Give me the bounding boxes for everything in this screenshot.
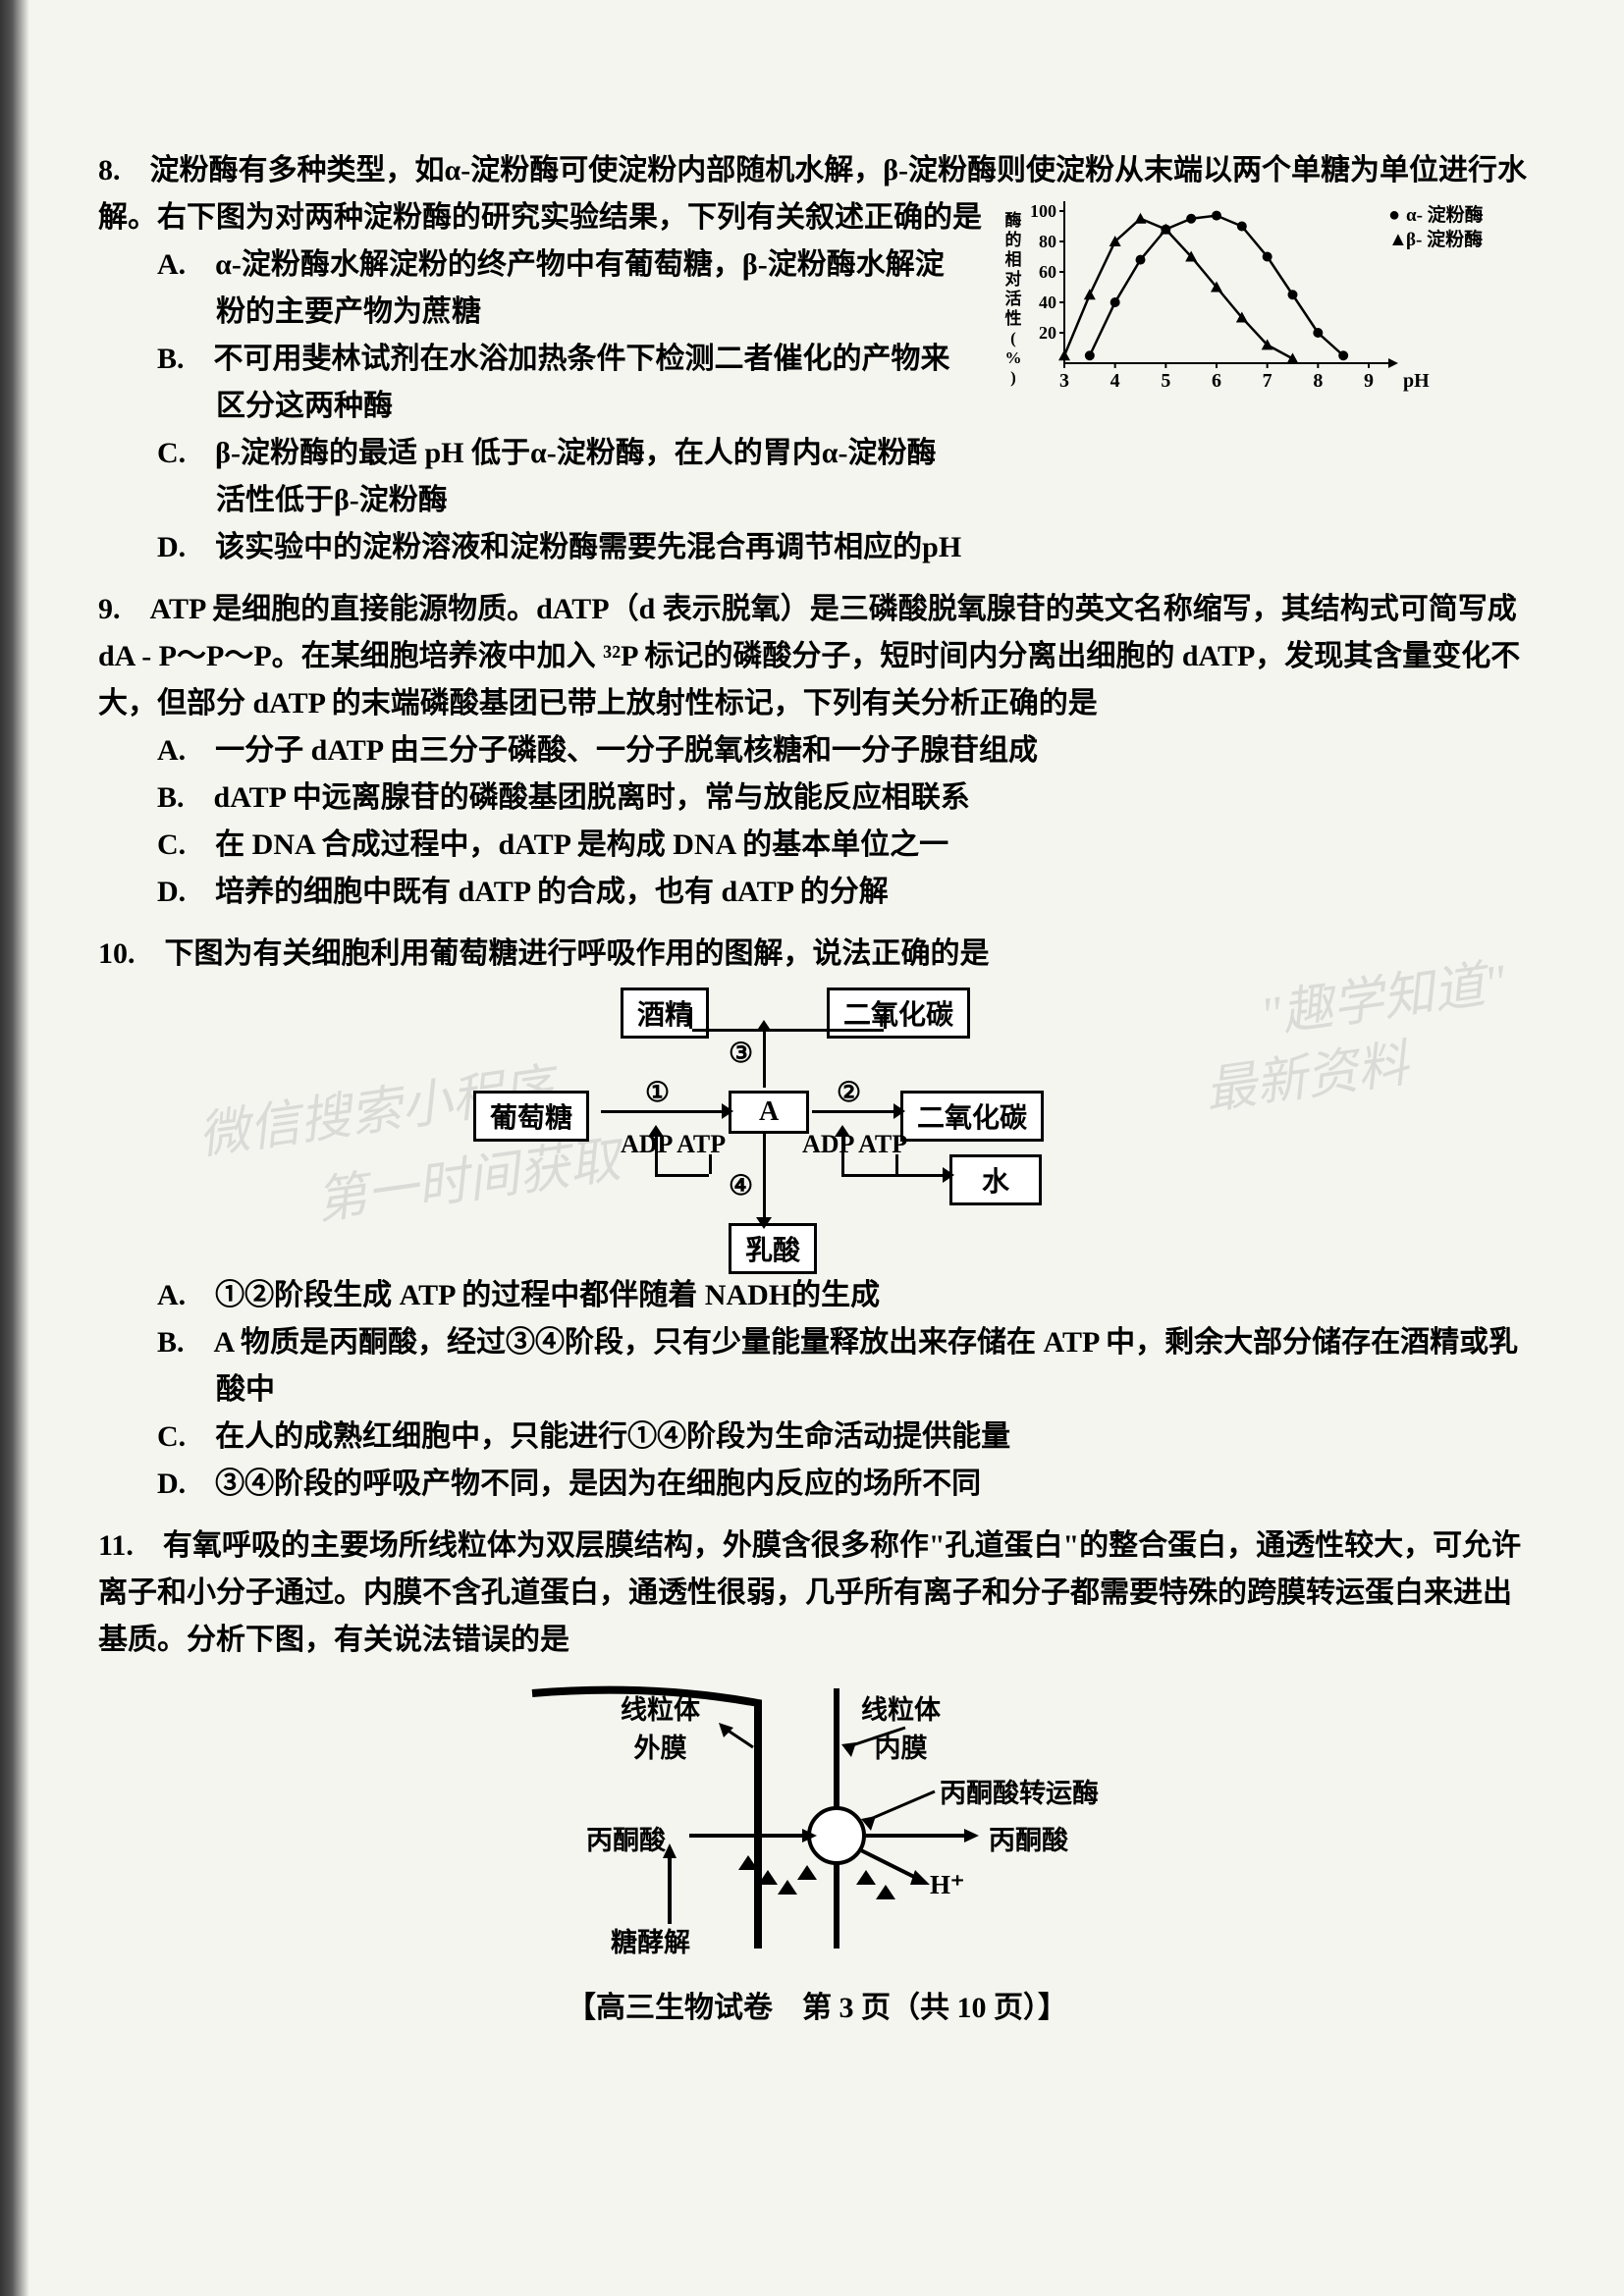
label-glycolysis: 糖酵解 [611,1921,690,1959]
q10-intro: 10. 下图为有关细胞利用葡萄糖进行呼吸作用的图解，说法正确的是 [98,931,1536,978]
q11-intro: 11. 有氧呼吸的主要场所线粒体为双层膜结构，外膜含很多称作"孔道蛋白"的整合蛋… [98,1522,1536,1664]
circ-1: ① [645,1076,670,1109]
svg-text:40: 40 [1039,293,1056,312]
q8-optC: C. β-淀粉酶的最适 pH 低于α-淀粉酶，在人的胃内α-淀粉酶活性低于β-淀… [98,430,962,524]
page-footer: 【高三生物试卷 第 3 页（共 10 页）】 [98,1983,1536,2026]
label-inner: 线粒体 内膜 [861,1688,941,1765]
q9-optA: A. 一分子 dATP 由三分子磷酸、一分子脱氧核糖和一分子腺苷组成 [98,727,1536,774]
svg-text:pH: pH [1403,370,1430,392]
svg-text:的: 的 [1005,230,1022,249]
q8-optD: D. 该实验中的淀粉溶液和淀粉酶需要先混合再调节相应的pH [98,524,962,571]
label-transporter: 丙酮酸转运酶 [940,1772,1099,1810]
svg-text:(: ( [1010,329,1016,347]
node-co2-mid: 二氧化碳 [900,1091,1044,1142]
svg-text:活: 活 [1005,289,1022,308]
adpatp-2: ADP ATP [802,1130,907,1159]
q9-optC: C. 在 DNA 合成过程中，dATP 是构成 DNA 的基本单位之一 [98,822,1536,869]
circ-2: ② [837,1076,861,1109]
svg-text:80: 80 [1039,232,1056,251]
question-11: 11. 有氧呼吸的主要场所线粒体为双层膜结构，外膜含很多称作"孔道蛋白"的整合蛋… [98,1522,1536,1958]
svg-text:9: 9 [1364,370,1374,392]
svg-text:60: 60 [1039,262,1056,282]
svg-text:对: 对 [1005,269,1022,289]
svg-text:酶: 酶 [1005,210,1022,230]
q9-optB: B. dATP 中远离腺苷的磷酸基团脱离时，常与放能反应相联系 [98,774,1536,822]
svg-text:性: 性 [1005,308,1022,328]
svg-text:3: 3 [1059,370,1069,392]
q9-intro: 9. ATP 是细胞的直接能源物质。dATP（d 表示脱氧）是三磷酸脱氧腺苷的英… [98,586,1536,727]
respiration-diagram: 酒精 二氧化碳 葡萄糖 A 二氧化碳 水 乳酸 ADP ATP ADP ATP … [434,988,1200,1262]
svg-text:相: 相 [1005,249,1022,269]
q10-optC: C. 在人的成熟红细胞中，只能进行①④阶段为生命活动提供能量 [98,1414,1536,1461]
scan-edge [0,0,29,2296]
node-lactic: 乳酸 [729,1223,817,1274]
svg-text:5: 5 [1161,370,1170,392]
svg-text:%: % [1005,348,1022,367]
node-water: 水 [949,1154,1042,1205]
label-pyruvate-l: 丙酮酸 [586,1819,666,1857]
q9-optD: D. 培养的细胞中既有 dATP 的合成，也有 dATP 的分解 [98,869,1536,916]
svg-text:4: 4 [1110,370,1120,392]
q10-optA: A. ①②阶段生成 ATP 的过程中都伴随着 NADH的生成 [98,1272,1536,1319]
svg-text:20: 20 [1039,323,1056,343]
watermark-2: 最新资料 [1200,1022,1412,1123]
enzyme-chart: 3 4 5 6 7 8 9 20 40 60 80 100 pH 酶的相对活性(%) ● α- 淀粉酶 ▲β- … [996,191,1516,398]
question-10: 10. 下图为有关细胞利用葡萄糖进行呼吸作用的图解，说法正确的是 "趣学知道" … [98,931,1536,1508]
svg-text:α- 淀粉酶: α- 淀粉酶 [1406,203,1484,226]
svg-text:): ) [1010,368,1016,387]
svg-text:8: 8 [1313,370,1323,392]
node-glucose: 葡萄糖 [473,1091,589,1142]
q8-optB: B. 不可用斐林试剂在水浴加热条件下检测二者催化的产物来区分这两种酶 [98,336,962,430]
node-A: A [729,1091,809,1134]
q10-optB: B. A 物质是丙酮酸，经过③④阶段，只有少量能量释放出来存储在 ATP 中，剩… [98,1319,1536,1414]
q10-optD: D. ③④阶段的呼吸产物不同，是因为在细胞内反应的场所不同 [98,1461,1536,1508]
q8-optA: A. α-淀粉酶水解淀粉的终产物中有葡萄糖，β-淀粉酶水解淀粉的主要产物为蔗糖 [98,241,962,336]
label-outer: 线粒体 外膜 [621,1688,700,1765]
svg-text:100: 100 [1030,201,1056,221]
svg-text:▲: ▲ [1388,229,1408,250]
question-9: 9. ATP 是细胞的直接能源物质。dATP（d 表示脱氧）是三磷酸脱氧腺苷的英… [98,586,1536,916]
svg-text:7: 7 [1263,370,1272,392]
svg-text:●: ● [1388,204,1400,226]
circ-3: ③ [729,1037,753,1070]
mitochondria-diagram: 线粒体 外膜 线粒体 内膜 丙酮酸转运酶 丙酮酸 丙酮酸 H⁺ 糖酵解 [473,1674,1161,1958]
label-pyruvate-r: 丙酮酸 [989,1819,1068,1857]
svg-text:β- 淀粉酶: β- 淀粉酶 [1406,228,1483,250]
svg-text:6: 6 [1212,370,1221,392]
label-h: H⁺ [930,1870,964,1900]
circ-4: ④ [729,1169,753,1202]
